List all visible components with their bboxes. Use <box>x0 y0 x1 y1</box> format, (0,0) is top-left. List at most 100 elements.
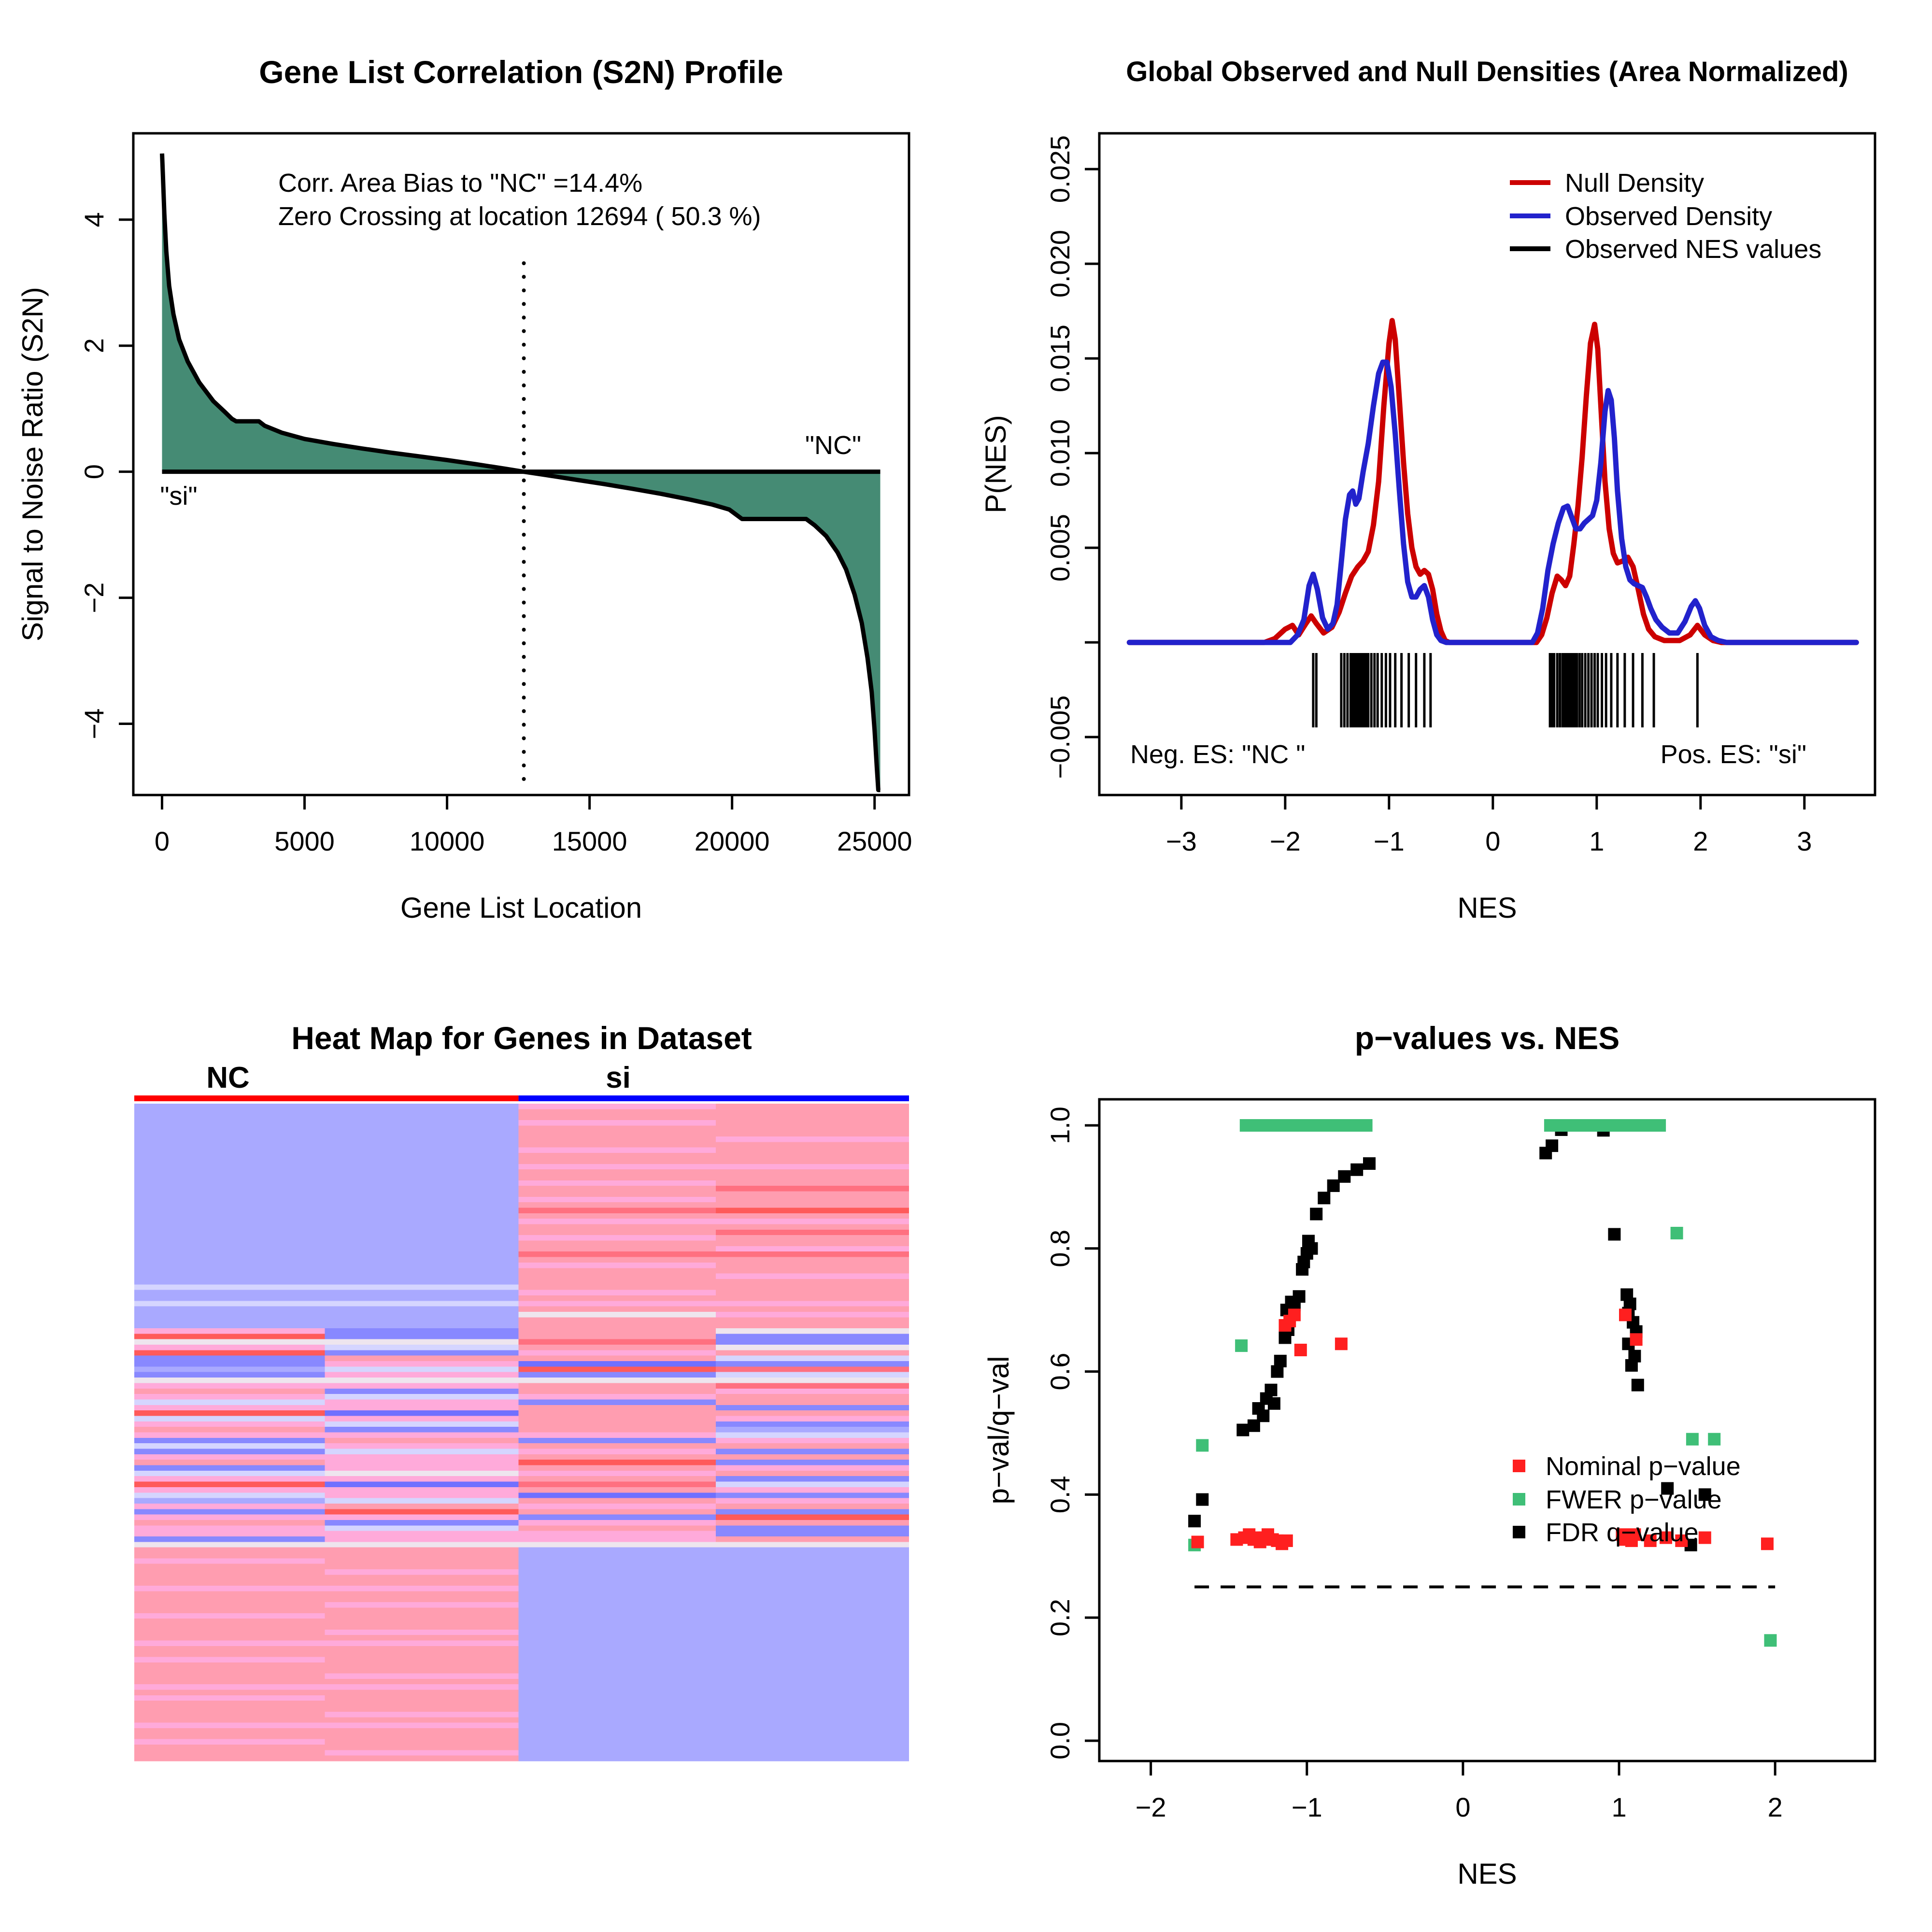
heatmap-cell <box>716 1142 909 1148</box>
fdr-qvalue-point <box>1698 1488 1711 1501</box>
heatmap-cell <box>518 1273 716 1279</box>
heatmap-cell <box>518 1575 716 1581</box>
heatmap-cell <box>716 1328 909 1334</box>
heatmap-cell <box>134 1175 325 1181</box>
heatmap-cell <box>716 1503 909 1509</box>
heatmap-cell <box>325 1147 519 1153</box>
heatmap-cell <box>325 1481 519 1488</box>
heatmap-cell <box>134 1498 325 1504</box>
x-tick-label: −1 <box>1292 1792 1322 1822</box>
heatmap-cell <box>325 1104 519 1109</box>
fwer-pvalue-point <box>1196 1439 1209 1452</box>
heatmap-cell <box>518 1366 716 1373</box>
heatmap-cell <box>134 1503 325 1509</box>
heatmap-cell <box>518 1437 716 1444</box>
y-tick-label: 0.020 <box>1045 230 1075 298</box>
x-tick-label: 10000 <box>410 826 485 856</box>
heatmap-cell <box>518 1739 716 1745</box>
heatmap-cell <box>325 1629 519 1635</box>
heatmap-cell <box>325 1175 519 1181</box>
heatmap-cell <box>716 1224 909 1230</box>
heatmap-cell <box>325 1673 519 1679</box>
heatmap-cell <box>134 1684 325 1690</box>
fwer-pvalue-point <box>1764 1634 1777 1647</box>
heatmap-cell <box>134 1114 325 1121</box>
heatmap-col-label-nc: NC <box>206 1061 250 1094</box>
heatmap-cell <box>518 1498 716 1504</box>
y-tick-label: 0.6 <box>1045 1353 1075 1391</box>
heatmap-cell <box>716 1684 909 1690</box>
y-tick-label: 4 <box>79 212 109 227</box>
heatmap-cell <box>134 1481 325 1488</box>
nominal-pvalue-point <box>1675 1534 1688 1547</box>
heatmap-cell <box>325 1586 519 1592</box>
heatmap-cell <box>518 1257 716 1263</box>
heatmap-cell <box>716 1646 909 1652</box>
heatmap-cell <box>518 1410 716 1417</box>
heatmap-cell <box>134 1169 325 1176</box>
heatmap-cell <box>325 1153 519 1159</box>
fdr-qvalue-point <box>1608 1228 1621 1241</box>
fwer-pvalue-point <box>1670 1227 1683 1239</box>
heatmap-cell <box>325 1744 519 1750</box>
heatmap-cell <box>134 1334 325 1340</box>
heatmap-cell <box>518 1317 716 1323</box>
density-chart: −3 −2 −1 0 1 2 3 −0.005 0.005 0.010 0.015 0.020 0.02… <box>980 56 1876 924</box>
heatmap-cell <box>134 1361 325 1367</box>
heatmap-cell <box>518 1690 716 1696</box>
heatmap-cell <box>518 1635 716 1641</box>
heatmap-cell <box>716 1311 909 1318</box>
heatmap-cell <box>716 1268 909 1274</box>
heatmap-cell <box>134 1619 325 1625</box>
heatmap-cell <box>518 1460 716 1466</box>
heatmap-cell <box>716 1136 909 1142</box>
heatmap-cell <box>518 1657 716 1663</box>
heatmap-cell <box>518 1563 716 1570</box>
heatmap-cell <box>716 1547 909 1553</box>
heatmap-cell <box>325 1213 519 1219</box>
density-plot-area: −3 −2 −1 0 1 2 3 −0.005 0.005 0.010 0.015 0.020 0.02… <box>1045 132 1876 856</box>
heatmap-cell <box>518 1602 716 1608</box>
heatmap-cell <box>716 1202 909 1208</box>
density-legend: Null Density Observed Density Observed N… <box>1510 169 1821 264</box>
heatmap-cell <box>325 1640 519 1647</box>
x-tick-label: 20000 <box>695 826 770 856</box>
heatmap-cell <box>134 1279 325 1285</box>
heatmap-cell <box>716 1575 909 1581</box>
heatmap-cell <box>518 1180 716 1186</box>
heatmap-cell <box>518 1334 716 1340</box>
legend-observed-nes-label: Observed NES values <box>1565 235 1821 264</box>
fdr-qvalue-point <box>1318 1192 1331 1205</box>
heatmap-cell <box>716 1416 909 1422</box>
heatmap-cell <box>325 1158 519 1165</box>
s2n-label-nc: "NC" <box>805 431 861 460</box>
legend-fwer-pvalue-label: FWER p−value <box>1546 1485 1722 1514</box>
heatmap-cell <box>134 1635 325 1641</box>
heatmap-cell <box>134 1531 325 1537</box>
fdr-qvalue-point <box>1350 1163 1364 1176</box>
heatmap-cell <box>716 1383 909 1389</box>
heatmap-cell <box>716 1498 909 1504</box>
heatmap-cell <box>134 1492 325 1499</box>
fdr-qvalue-point <box>1236 1423 1250 1436</box>
heatmap-cell <box>716 1427 909 1433</box>
x-tick-label: 2 <box>1693 826 1708 856</box>
y-tick-label: −0.005 <box>1045 696 1075 779</box>
heatmap-cell <box>325 1350 519 1356</box>
heatmap-cell <box>134 1558 325 1564</box>
heatmap-cell <box>325 1635 519 1641</box>
x-tick-label: 0 <box>155 826 170 856</box>
heatmap-cell <box>716 1449 909 1455</box>
heatmap-cell <box>325 1465 519 1471</box>
heatmap-cell <box>716 1733 909 1740</box>
heatmap-cell <box>716 1657 909 1663</box>
heatmap-cell <box>716 1602 909 1608</box>
heatmap-cell <box>518 1153 716 1159</box>
heatmap-cell <box>716 1196 909 1203</box>
heatmap-cell <box>518 1509 716 1515</box>
heatmap-cell <box>134 1586 325 1592</box>
heatmap-cell <box>325 1290 519 1296</box>
heatmap-cell <box>325 1240 519 1247</box>
heatmap-cell <box>518 1268 716 1274</box>
heatmap-cell <box>134 1109 325 1115</box>
